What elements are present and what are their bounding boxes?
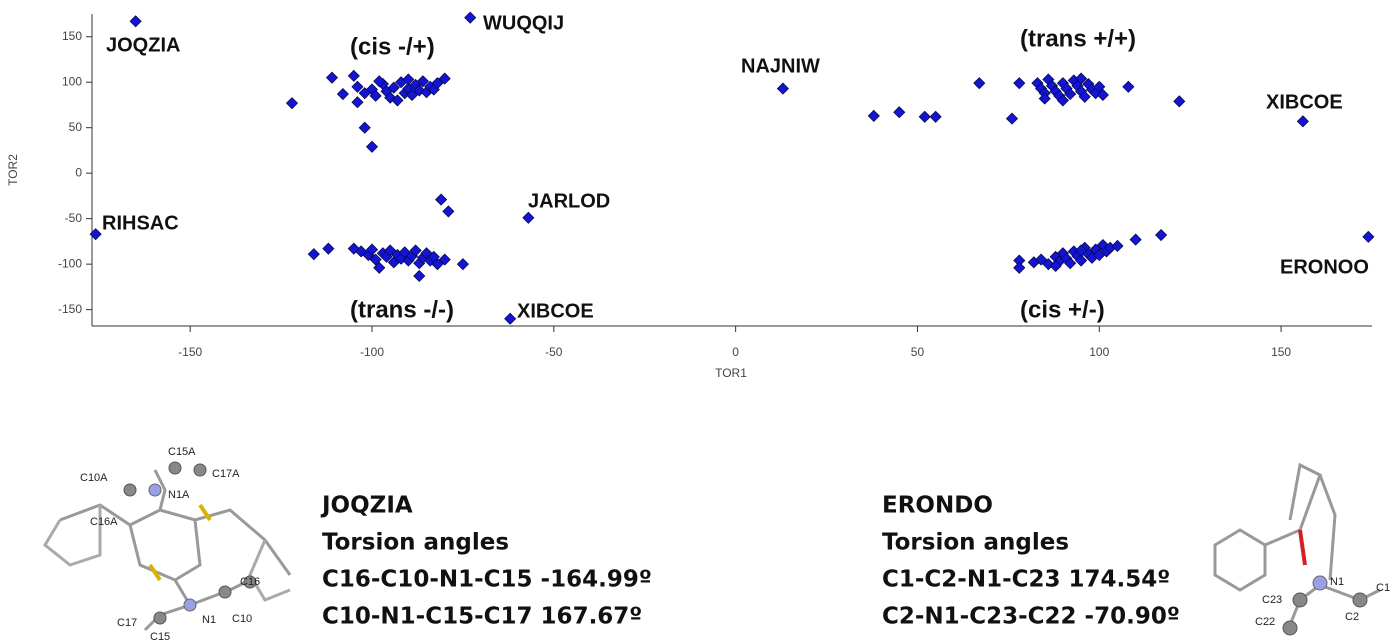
atom-label: C1 bbox=[1376, 582, 1390, 594]
atom-label: C10A bbox=[80, 472, 108, 484]
point bbox=[414, 270, 425, 281]
torsion-line: C10-N1-C15-C17 167.67º bbox=[322, 604, 642, 630]
point bbox=[130, 16, 141, 27]
y-tick-label: -50 bbox=[65, 211, 83, 225]
atom-label: C17 bbox=[117, 617, 137, 629]
atom-label: C10 bbox=[232, 613, 252, 625]
point bbox=[352, 97, 363, 108]
x-tick-label: 0 bbox=[732, 345, 739, 359]
point bbox=[505, 313, 516, 324]
y-axis-label: TOR2 bbox=[6, 154, 20, 186]
y-tick-label: 50 bbox=[69, 120, 83, 134]
y-tick-label: -150 bbox=[58, 302, 82, 316]
atom-label: N1A bbox=[168, 489, 190, 501]
atom-label: C23 bbox=[1262, 594, 1282, 606]
annotation: JARLOD bbox=[528, 190, 610, 212]
figure: -150 -100 -50 0 50 100 150 -150 -100 -50 0 50 100 150… bbox=[0, 0, 1393, 640]
y-tick-label: -100 bbox=[58, 256, 82, 270]
point bbox=[367, 141, 378, 152]
atom-label: C2 bbox=[1345, 611, 1359, 623]
x-tick-label: 150 bbox=[1271, 345, 1291, 359]
point bbox=[523, 212, 534, 223]
atom-label: N1 bbox=[1330, 576, 1344, 588]
point bbox=[436, 194, 447, 205]
point bbox=[308, 249, 319, 260]
point bbox=[1297, 116, 1308, 127]
torsion-line: C2-N1-C23-C22 -70.90º bbox=[882, 604, 1180, 630]
point bbox=[974, 78, 985, 89]
x-tick-label: -100 bbox=[360, 345, 384, 359]
point bbox=[323, 243, 334, 254]
point bbox=[327, 72, 338, 83]
molecule-right bbox=[1215, 465, 1380, 635]
torsion-line: C1-C2-N1-C23 174.54º bbox=[882, 567, 1170, 593]
x-tick-label: -150 bbox=[178, 345, 202, 359]
atom-label: C22 bbox=[1255, 616, 1275, 628]
compound-name: JOQZIA bbox=[320, 493, 413, 519]
annotation: RIHSAC bbox=[102, 212, 179, 234]
annotation: ERONOO bbox=[1280, 256, 1369, 278]
point bbox=[894, 107, 905, 118]
point bbox=[868, 110, 879, 121]
annotation: (cis -/+) bbox=[350, 33, 435, 60]
point bbox=[1007, 113, 1018, 124]
point bbox=[359, 122, 370, 133]
point bbox=[443, 206, 454, 217]
annotation: (trans +/+) bbox=[1020, 25, 1136, 52]
x-tick-label: 100 bbox=[1089, 345, 1109, 359]
panel-heading: Torsion angles bbox=[882, 530, 1069, 556]
point bbox=[930, 111, 941, 122]
point bbox=[1156, 230, 1167, 241]
x-tick-label: 50 bbox=[911, 345, 925, 359]
x-tick-label: -50 bbox=[545, 345, 563, 359]
atom-label: C15A bbox=[168, 446, 196, 458]
point bbox=[465, 12, 476, 23]
y-tick-label: 0 bbox=[75, 165, 82, 179]
point bbox=[1014, 78, 1025, 89]
annotation: JOQZIA bbox=[106, 34, 180, 56]
point bbox=[919, 111, 930, 122]
annotation: WUQQIJ bbox=[483, 12, 564, 34]
atom-label: C16A bbox=[90, 516, 118, 528]
compound-name: ERONDO bbox=[882, 493, 993, 519]
annotation: (trans -/-) bbox=[350, 296, 454, 323]
atom-label: C17A bbox=[212, 468, 240, 480]
atom-label: C16 bbox=[240, 576, 260, 588]
molecule-left bbox=[45, 462, 290, 630]
point bbox=[337, 89, 348, 100]
atom-label: C15 bbox=[150, 631, 170, 640]
torsion-line: C16-C10-N1-C15 -164.99º bbox=[322, 567, 652, 593]
atom-label: N1 bbox=[202, 614, 216, 626]
annotation: XIBCOE bbox=[1266, 91, 1343, 113]
point bbox=[1123, 81, 1134, 92]
annotation: (cis +/-) bbox=[1020, 296, 1105, 323]
point bbox=[777, 83, 788, 94]
point bbox=[287, 98, 298, 109]
point bbox=[457, 259, 468, 270]
panel-heading: Torsion angles bbox=[322, 530, 509, 556]
annotation: NAJNIW bbox=[741, 55, 820, 77]
point bbox=[1130, 234, 1141, 245]
point bbox=[1174, 96, 1185, 107]
x-axis-label: TOR1 bbox=[715, 366, 747, 380]
annotation: XIBCOE bbox=[517, 300, 594, 322]
y-tick-label: 100 bbox=[62, 74, 82, 88]
point bbox=[1014, 262, 1025, 273]
y-tick-label: 150 bbox=[62, 29, 82, 43]
point bbox=[1363, 231, 1374, 242]
point bbox=[348, 70, 359, 81]
